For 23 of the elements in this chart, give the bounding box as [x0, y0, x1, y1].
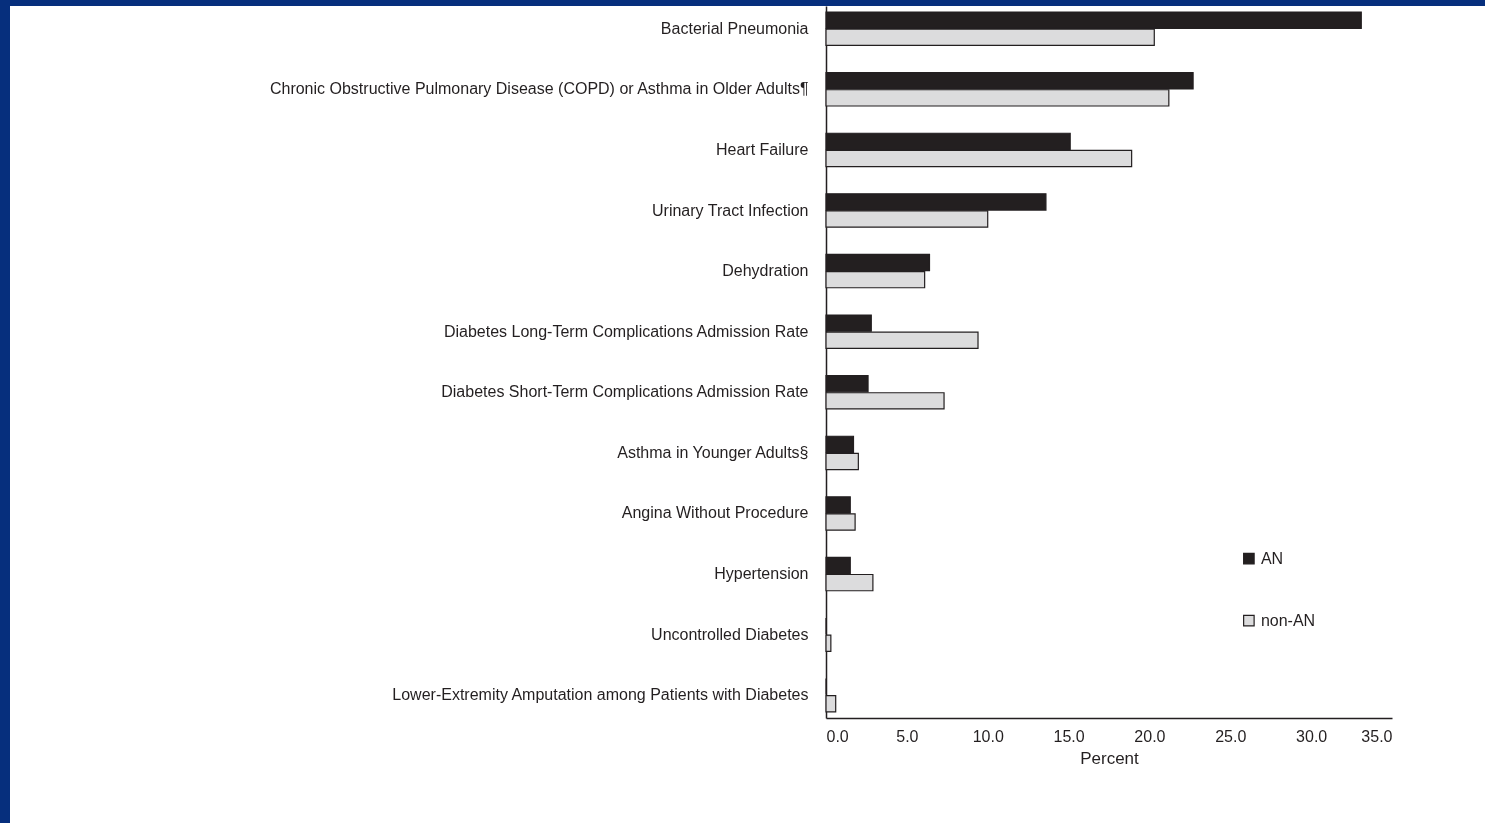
- x-tick-label: 25.0: [1215, 727, 1247, 745]
- y-tick-label: Angina Without Procedure: [621, 504, 809, 522]
- y-tick-label: Bacterial Pneumonia: [660, 19, 809, 37]
- y-tick-label: Asthma in Younger Adults§: [617, 443, 809, 461]
- x-tick-label: 5.0: [896, 727, 919, 745]
- y-tick-label: Diabetes Long-Term Complications Admission Rate: [443, 322, 809, 340]
- x-tick-label: 35.0: [1361, 727, 1393, 745]
- y-tick-label: Hypertension: [714, 565, 809, 583]
- x-tick-label: 15.0: [1053, 727, 1085, 745]
- x-tick-label: 0.0: [826, 727, 849, 745]
- y-tick-label: Heart Failure: [716, 140, 809, 158]
- x-tick-label: 10.0: [972, 727, 1004, 745]
- x-tick-label: 30.0: [1296, 727, 1328, 745]
- x-axis-title: Percent: [1080, 748, 1140, 768]
- x-tick-label: 20.0: [1134, 727, 1166, 745]
- y-tick-label: Lower-Extremity Amputation among Patients with Diabetes: [392, 686, 809, 704]
- y-tick-label: Chronic Obstructive Pulmonary Disease (COPD) or Asthma in Older Adults¶: [269, 80, 809, 98]
- legend-label: AN: [1260, 549, 1284, 567]
- y-tick-label: Urinary Tract Infection: [652, 201, 809, 219]
- y-tick-label: Dehydration: [722, 262, 809, 280]
- legend-label: non-AN: [1260, 611, 1316, 629]
- y-tick-label: Diabetes Short-Term Complications Admission Rate: [441, 383, 809, 401]
- y-tick-label: Uncontrolled Diabetes: [651, 625, 809, 643]
